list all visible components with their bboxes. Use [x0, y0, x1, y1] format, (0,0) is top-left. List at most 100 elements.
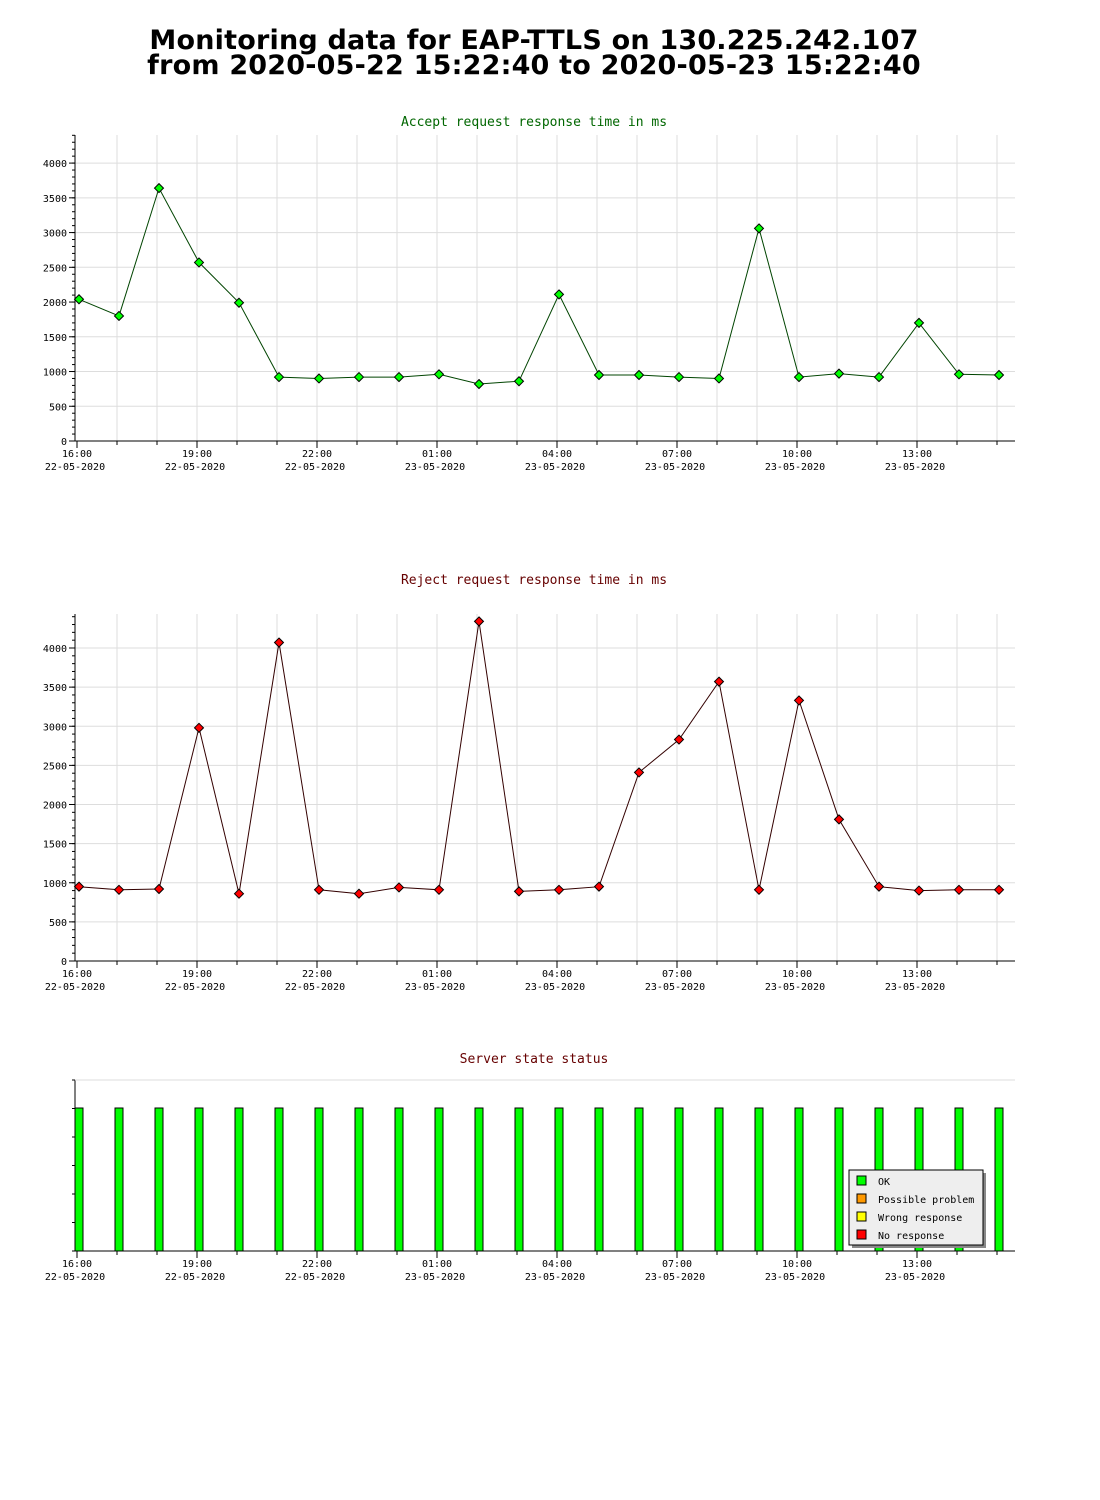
accept-y-tick-label: 2500 — [43, 263, 67, 274]
status-x-tick-date: 22-05-2020 — [165, 1272, 225, 1283]
accept-data-point — [73, 294, 85, 305]
reject-data-point — [273, 637, 285, 648]
status-chart-title: Server state status — [460, 1052, 609, 1067]
legend-label: No response — [878, 1231, 944, 1242]
status-bar — [114, 1107, 124, 1252]
reject-y-tick-label: 0 — [61, 957, 67, 968]
accept-data-point — [633, 369, 645, 381]
status-bar — [834, 1107, 844, 1252]
accept-data-point — [353, 371, 365, 383]
status-bar — [314, 1107, 324, 1252]
reject-x-tick-time: 13:00 — [902, 969, 932, 980]
accept-data-point — [273, 371, 285, 383]
legend-swatch — [856, 1229, 867, 1240]
accept-x-tick-date: 22-05-2020 — [45, 462, 105, 473]
reject-x-tick-time: 10:00 — [782, 969, 812, 980]
status-x-tick-time: 22:00 — [302, 1259, 332, 1270]
reject-data-point — [833, 814, 845, 825]
reject-x-tick-date: 23-05-2020 — [525, 982, 585, 993]
reject-data-point — [353, 888, 365, 899]
reject-x-tick-date: 23-05-2020 — [405, 982, 465, 993]
accept-data-point — [233, 297, 245, 308]
reject-y-tick-label: 1000 — [43, 879, 67, 890]
status-bar — [74, 1107, 84, 1252]
reject-data-point — [193, 722, 205, 734]
reject-y-tick-label: 3000 — [43, 722, 67, 733]
accept-x-tick-date: 23-05-2020 — [405, 462, 465, 473]
status-x-tick-time: 13:00 — [902, 1259, 932, 1270]
accept-y-tick-label: 2000 — [43, 298, 67, 309]
status-bar — [234, 1107, 244, 1252]
reject-data-point — [753, 884, 765, 895]
status-x-tick-date: 23-05-2020 — [885, 1272, 945, 1283]
status-x-tick-date: 23-05-2020 — [645, 1272, 705, 1283]
accept-data-point — [393, 371, 405, 383]
reject-data-point — [713, 676, 725, 687]
accept-data-point — [313, 373, 325, 384]
accept-y-tick-label: 500 — [49, 402, 67, 413]
reject-y-tick-label: 2000 — [43, 801, 67, 812]
reject-x-tick-time: 22:00 — [302, 969, 332, 980]
reject-x-tick-date: 23-05-2020 — [765, 982, 825, 993]
reject-x-tick-time: 16:00 — [62, 969, 92, 980]
reject-x-tick-date: 22-05-2020 — [165, 982, 225, 993]
status-bar — [994, 1107, 1004, 1252]
status-bar — [354, 1107, 364, 1252]
accept-x-tick-date: 22-05-2020 — [165, 462, 225, 473]
accept-x-tick-date: 23-05-2020 — [765, 462, 825, 473]
reject-data-point — [553, 884, 565, 895]
accept-data-point — [113, 310, 125, 322]
reject-x-tick-time: 01:00 — [422, 969, 452, 980]
status-bar — [794, 1107, 804, 1252]
accept-x-tick-time: 16:00 — [62, 449, 92, 460]
accept-data-point — [433, 369, 445, 380]
status-x-tick-date: 23-05-2020 — [765, 1272, 825, 1283]
accept-x-tick-time: 04:00 — [542, 449, 572, 460]
accept-data-point — [153, 182, 165, 194]
accept-series-line — [78, 186, 1000, 385]
legend-label: Possible problem — [878, 1195, 974, 1206]
reject-data-point — [473, 616, 485, 627]
status-bar — [434, 1107, 444, 1252]
reject-data-point — [993, 884, 1005, 895]
accept-y-tick-label: 3500 — [43, 194, 67, 205]
reject-y-tick-label: 500 — [49, 918, 67, 929]
reject-data-point — [233, 888, 245, 899]
legend-swatch — [856, 1211, 867, 1222]
reject-y-tick-label: 4000 — [43, 644, 67, 655]
reject-data-point — [513, 886, 525, 897]
page-title-line-2: from 2020-05-22 15:22:40 to 2020-05-23 1… — [147, 50, 921, 81]
status-bar — [394, 1107, 404, 1252]
accept-data-point — [673, 371, 685, 383]
status-x-tick-time: 01:00 — [422, 1259, 452, 1270]
accept-data-point — [593, 369, 605, 381]
accept-data-point — [473, 378, 485, 390]
accept-x-tick-time: 13:00 — [902, 449, 932, 460]
accept-y-tick-label: 1000 — [43, 368, 67, 379]
reject-data-point — [313, 884, 325, 895]
reject-data-point — [913, 885, 925, 896]
status-bar — [634, 1107, 644, 1252]
legend-label: OK — [878, 1177, 890, 1188]
legend-label: Wrong response — [878, 1213, 962, 1224]
accept-y-tick-label: 0 — [61, 437, 67, 448]
status-x-tick-time: 07:00 — [662, 1259, 692, 1270]
accept-data-point — [913, 317, 925, 329]
accept-data-point — [713, 373, 725, 384]
status-bar — [554, 1107, 564, 1252]
status-bar — [594, 1107, 604, 1252]
status-x-tick-time: 16:00 — [62, 1259, 92, 1270]
accept-data-point — [553, 289, 565, 300]
status-bar — [714, 1107, 724, 1252]
reject-data-point — [393, 882, 405, 893]
status-x-tick-date: 22-05-2020 — [45, 1272, 105, 1283]
status-bar — [754, 1107, 764, 1252]
reject-data-point — [793, 695, 805, 706]
accept-y-tick-label: 3000 — [43, 229, 67, 240]
reject-data-point — [433, 884, 445, 895]
accept-chart-title: Accept request response time in ms — [401, 115, 667, 130]
reject-data-point — [633, 767, 645, 778]
accept-x-tick-time: 22:00 — [302, 449, 332, 460]
legend-swatch — [856, 1193, 867, 1204]
